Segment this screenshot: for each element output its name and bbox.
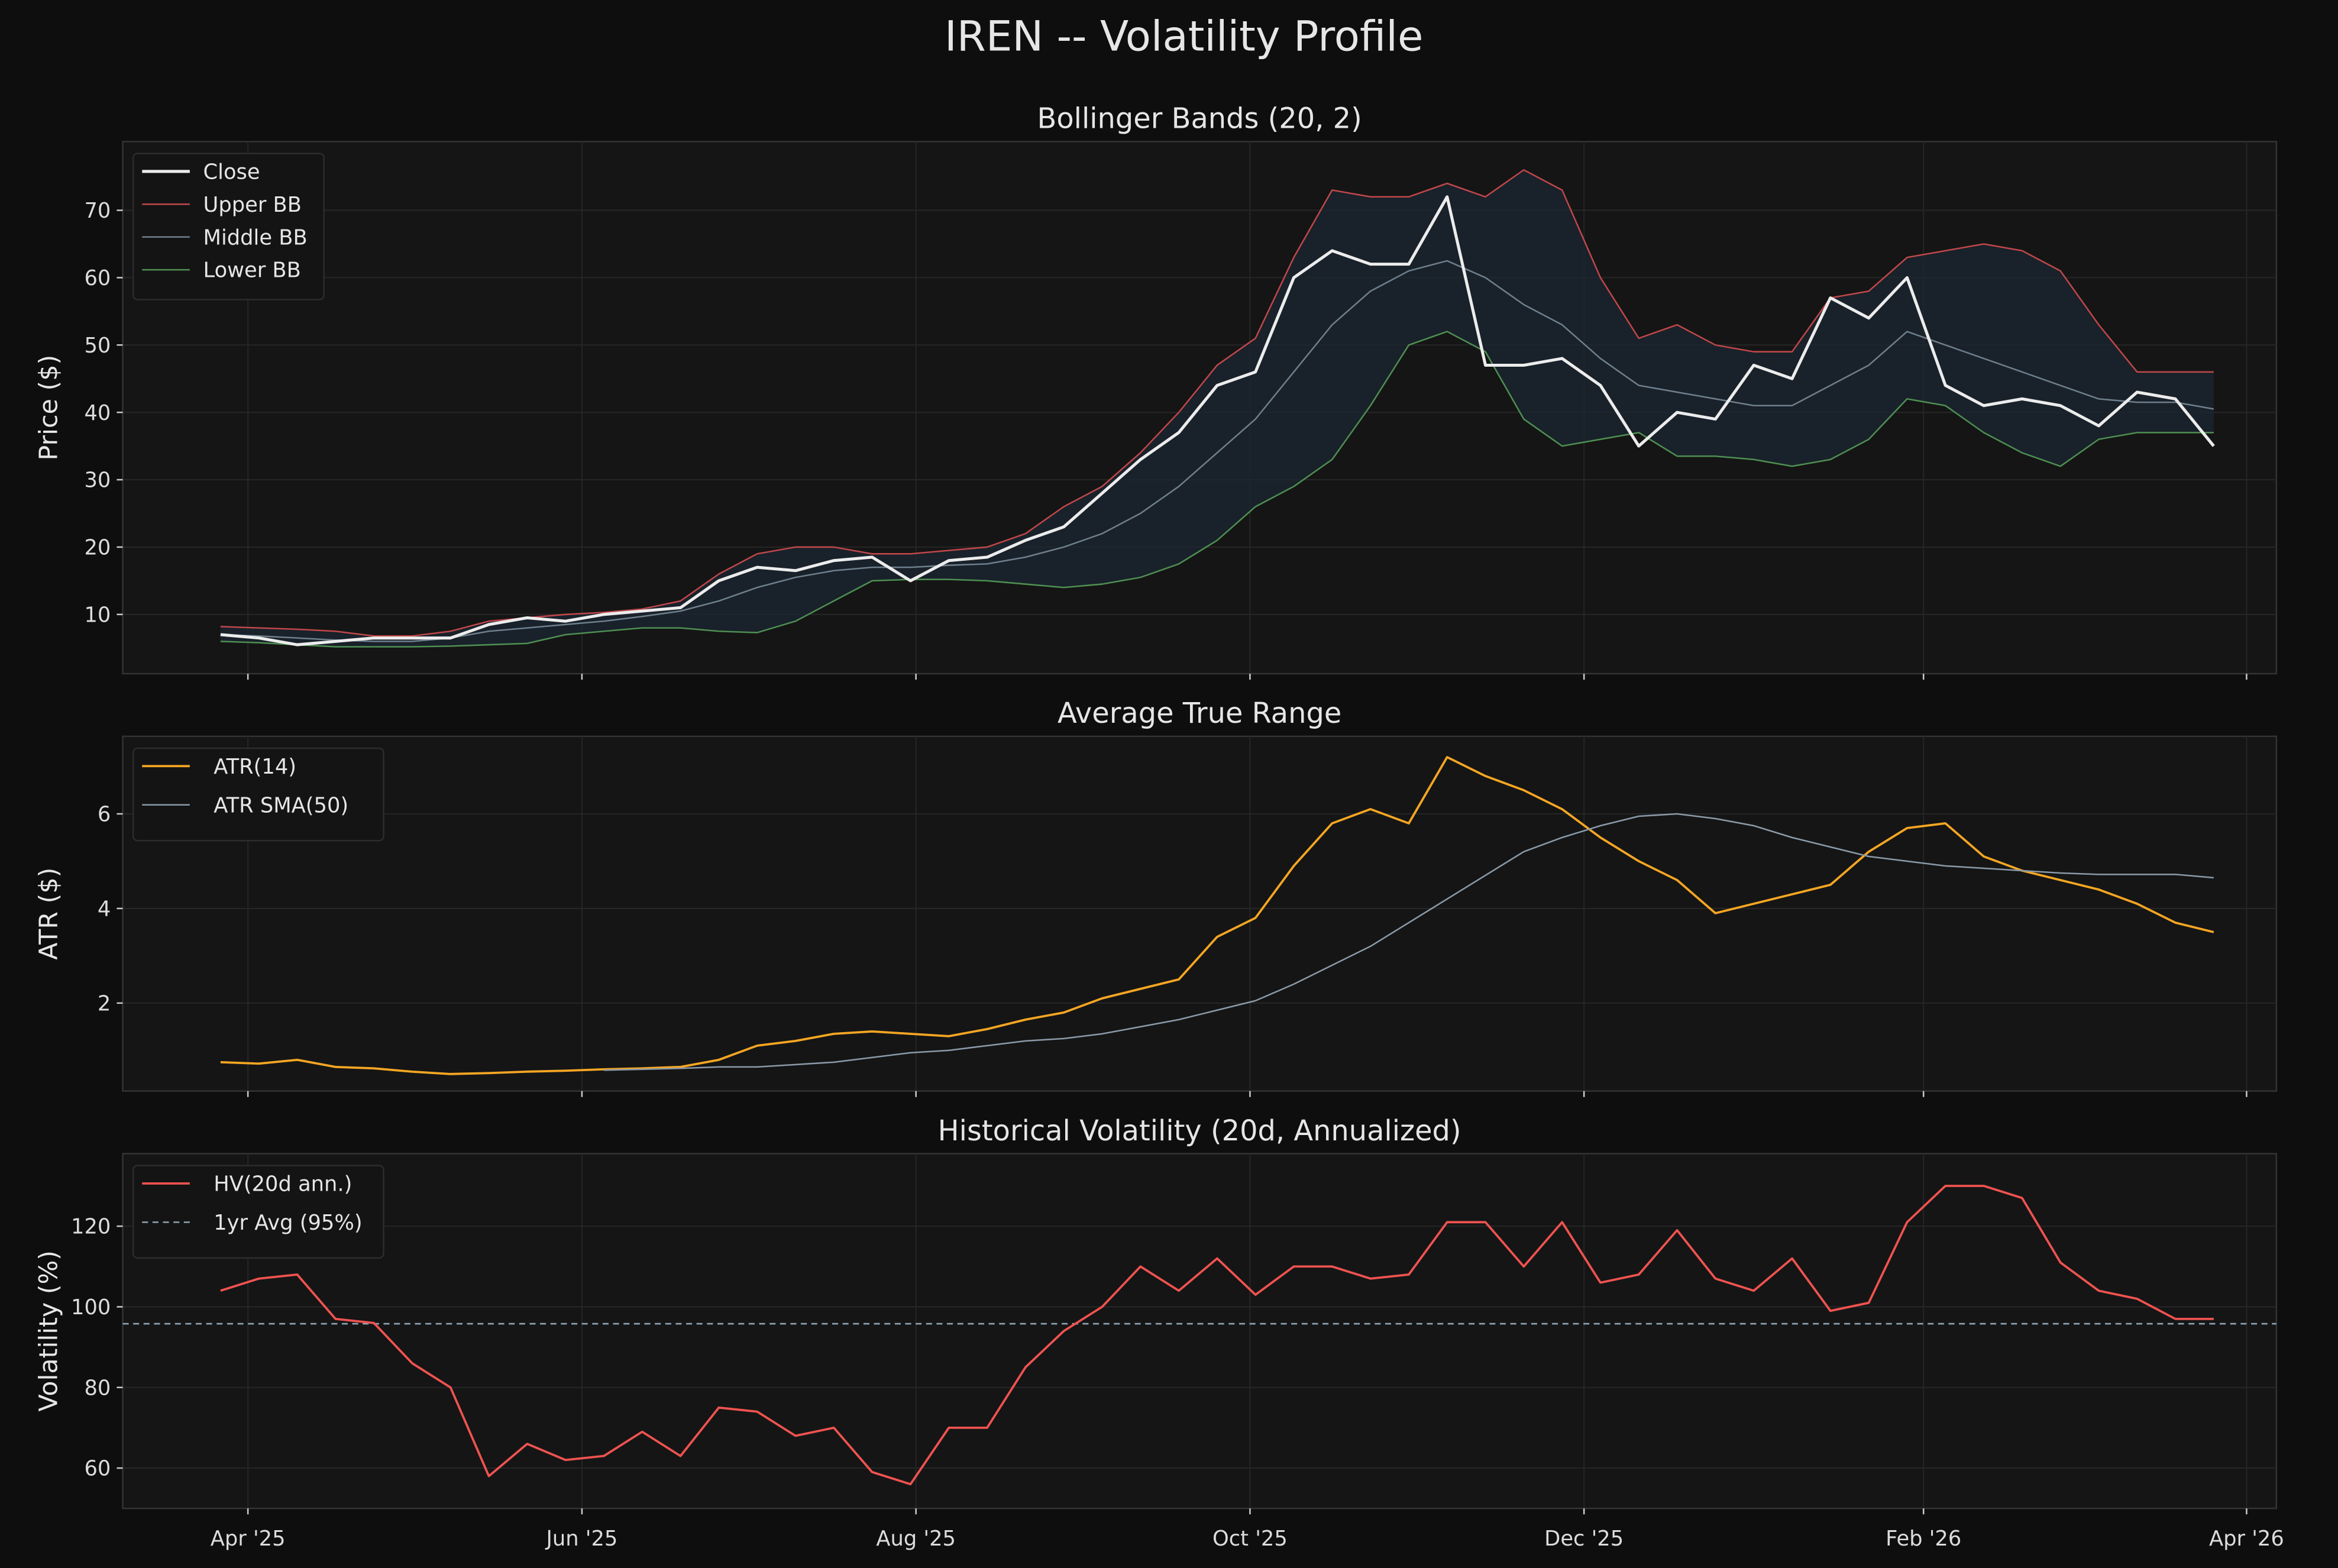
series-line-upper-bb bbox=[220, 169, 2214, 637]
series-line-lower-bb bbox=[220, 331, 2214, 648]
x-tick-label: Jun '25 bbox=[545, 1527, 617, 1551]
y-tick-label: 6 bbox=[98, 803, 111, 827]
y-tick-label: 2 bbox=[98, 991, 111, 1016]
legend-label: Upper BB bbox=[203, 193, 302, 217]
series-line-hv-20d-ann- bbox=[220, 1185, 2214, 1486]
panel-title: Average True Range bbox=[1058, 697, 1341, 730]
y-tick-label: 60 bbox=[84, 266, 111, 290]
legend: HV(20d ann.) 1yr Avg (95%) bbox=[132, 1165, 384, 1259]
y-axis-label: Price ($) bbox=[34, 355, 64, 461]
legend-box bbox=[132, 153, 325, 300]
x-tick-label: Oct '25 bbox=[1212, 1527, 1288, 1551]
legend-label: HV(20d ann.) bbox=[214, 1172, 352, 1196]
y-tick-label: 120 bbox=[71, 1215, 111, 1239]
legend-box bbox=[132, 747, 384, 842]
y-axis-label: Volatility (%) bbox=[34, 1250, 64, 1412]
legend: ATR(14) ATR SMA(50) bbox=[132, 747, 384, 842]
y-axis-label: ATR ($) bbox=[34, 868, 64, 960]
x-tick-label: Aug '25 bbox=[876, 1527, 956, 1551]
legend-label: ATR(14) bbox=[214, 755, 296, 779]
plot-area bbox=[122, 735, 2278, 1092]
panel-0: Bollinger Bands (20, 2) Price ($) 10 20 30 40… bbox=[34, 103, 2278, 680]
y-tick-label: 10 bbox=[84, 603, 111, 627]
y-tick-label: 50 bbox=[84, 334, 111, 358]
panel-1: Average True Range ATR ($) 2 4 6 ATR(14) ATR S… bbox=[34, 697, 2278, 1097]
legend-box bbox=[132, 1165, 384, 1259]
y-tick-label: 70 bbox=[84, 199, 111, 223]
series-line-atr-14- bbox=[220, 756, 2214, 1075]
plot-area bbox=[122, 1153, 2278, 1509]
y-tick-label: 30 bbox=[84, 468, 111, 493]
legend-label: Middle BB bbox=[203, 225, 308, 250]
y-tick-label: 20 bbox=[84, 536, 111, 560]
y-tick-label: 100 bbox=[71, 1295, 111, 1320]
y-tick-label: 4 bbox=[98, 897, 111, 922]
band-fill bbox=[220, 170, 2214, 647]
x-tick-label: Apr '25 bbox=[211, 1527, 286, 1551]
legend-label: Close bbox=[203, 160, 260, 184]
figure-title: IREN -- Volatility Profile bbox=[945, 12, 1423, 61]
legend: Close Upper BB Middle BB Lower BB bbox=[132, 153, 325, 300]
legend-label: 1yr Avg (95%) bbox=[214, 1211, 362, 1235]
legend-label: Lower BB bbox=[203, 258, 301, 283]
series-line-atr-sma-50- bbox=[603, 813, 2214, 1071]
panel-2: Historical Volatility (20d, Annualized) V… bbox=[34, 1115, 2284, 1551]
y-tick-label: 80 bbox=[84, 1376, 111, 1400]
x-tick-label: Feb '26 bbox=[1886, 1527, 1961, 1551]
panel-title: Historical Volatility (20d, Annualized) bbox=[938, 1115, 1461, 1147]
y-tick-label: 40 bbox=[84, 401, 111, 425]
x-tick-label: Apr '26 bbox=[2209, 1527, 2284, 1551]
series-line-close bbox=[220, 195, 2215, 646]
x-tick-label: Dec '25 bbox=[1544, 1527, 1624, 1551]
legend-label: ATR SMA(50) bbox=[214, 793, 348, 817]
y-tick-label: 60 bbox=[84, 1457, 111, 1481]
panel-title: Bollinger Bands (20, 2) bbox=[1037, 103, 1362, 135]
series-line-middle-bb bbox=[220, 260, 2214, 642]
